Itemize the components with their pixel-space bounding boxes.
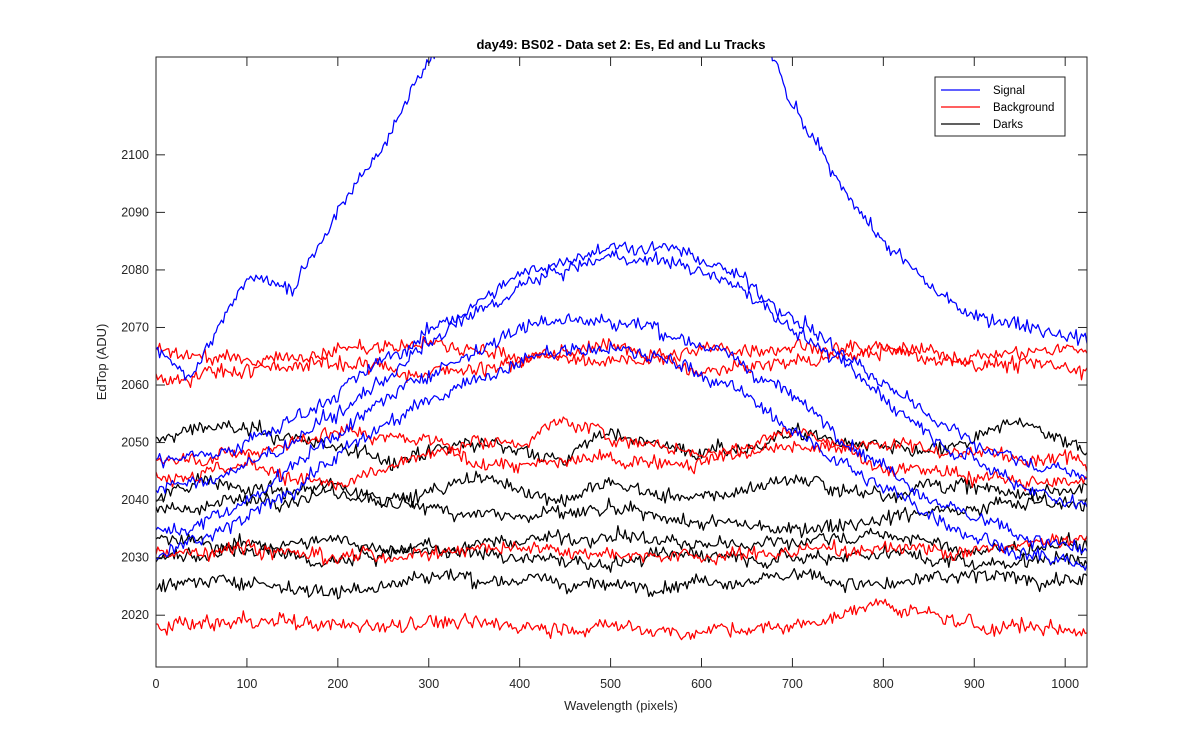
x-tick-label: 0	[153, 677, 160, 691]
chart-title: day49: BS02 - Data set 2: Es, Ed and Lu …	[476, 37, 765, 52]
series-line-signal-2	[156, 240, 1087, 480]
x-tick-label: 200	[327, 677, 348, 691]
x-tick-label: 300	[418, 677, 439, 691]
series-line-background-6	[156, 598, 1087, 641]
x-tick-label: 500	[600, 677, 621, 691]
y-tick-label: 2020	[121, 608, 149, 622]
y-tick-label: 2050	[121, 436, 149, 450]
series-line-darks-6	[156, 567, 1087, 600]
series-line-background-3	[156, 416, 1087, 472]
y-tick-label: 2060	[121, 378, 149, 392]
series-line-signal-3	[156, 249, 1087, 510]
x-tick-label: 900	[964, 677, 985, 691]
legend: Signal Background Darks	[934, 76, 1066, 137]
series-line-signal-5	[156, 341, 1087, 571]
series-line-background-4	[156, 427, 1087, 492]
series-layer	[156, 57, 1087, 641]
y-tick-label: 2080	[121, 263, 149, 277]
x-tick-label: 400	[509, 677, 530, 691]
y-tick-label: 2100	[121, 148, 149, 162]
y-tick-label: 2090	[121, 205, 149, 219]
series-line-darks-1	[156, 417, 1087, 472]
series-line-background-1	[156, 335, 1087, 367]
series-line-background-5	[156, 533, 1087, 566]
y-tick-label: 2070	[121, 320, 149, 334]
x-tick-label: 100	[236, 677, 257, 691]
legend-label-darks: Darks	[993, 119, 1023, 131]
series-line-signal-1	[156, 57, 1087, 381]
series-line-darks-2	[156, 470, 1087, 509]
series-line-darks-4	[156, 525, 1087, 559]
axes-box	[155, 56, 1088, 668]
series-line-background-2	[156, 338, 1087, 389]
x-tick-label: 700	[782, 677, 803, 691]
y-tick-label: 2040	[121, 493, 149, 507]
ticks-layer: 0 100 200 300 400 500 600 700 800 900 1000 2020 2030…	[121, 57, 1087, 691]
x-tick-label: 1000	[1051, 677, 1079, 691]
y-axis-title: EdTop (ADU)	[94, 324, 109, 401]
x-tick-label: 600	[691, 677, 712, 691]
series-line-signal-4	[156, 313, 1087, 554]
x-axis-title: Wavelength (pixels)	[564, 698, 678, 713]
legend-label-background: Background	[993, 102, 1054, 114]
series-line-darks-5	[156, 537, 1087, 573]
x-tick-label: 800	[873, 677, 894, 691]
legend-label-signal: Signal	[993, 85, 1025, 97]
y-tick-label: 2030	[121, 551, 149, 565]
